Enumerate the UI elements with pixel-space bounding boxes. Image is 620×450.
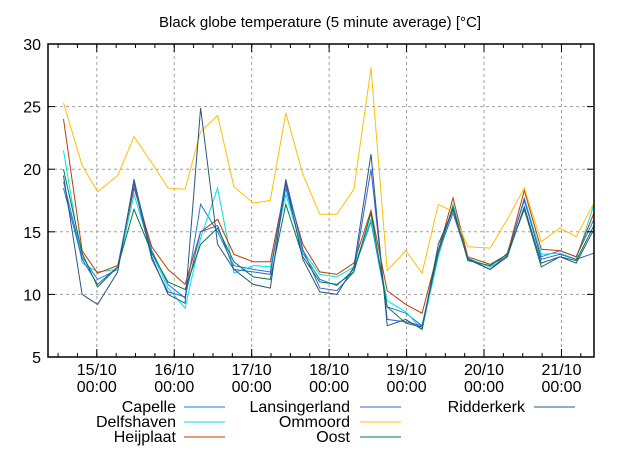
chart-title: Black globe temperature (5 minute averag… [159,14,481,31]
x-tick-label-date: 20/10 [464,362,504,379]
legend-label: Lansingerland [249,399,350,416]
x-tick-label-time: 00:00 [464,379,504,396]
series-line-ridderkerk [63,107,595,331]
legend-label: Delfshaven [96,414,176,431]
x-tick-label-date: 21/10 [541,362,581,379]
grid [48,44,594,357]
legend-label: Capelle [122,399,176,416]
legend-label: Oost [316,429,350,446]
y-tick-label: 5 [32,350,41,367]
y-tick-label: 10 [23,287,41,304]
x-tick-label-time: 00:00 [309,379,349,396]
x-tick-label-time: 00:00 [387,379,427,396]
plot-frame [47,43,595,358]
x-tick-label-date: 15/10 [77,362,117,379]
y-tick-label: 25 [23,100,41,117]
x-tick-label-date: 17/10 [232,362,272,379]
axes: 5101520253015/1000:0016/1000:0017/1000:0… [23,37,594,396]
x-tick-label-date: 18/10 [309,362,349,379]
y-tick-label: 15 [23,225,41,242]
y-tick-label: 30 [23,37,41,54]
series-line-lansingerland [63,169,595,327]
series-line-oost [63,169,595,328]
legend-label: Ommoord [279,414,350,431]
legend-label: Ridderkerk [448,399,526,416]
x-tick-label-time: 00:00 [541,379,581,396]
x-tick-label-date: 16/10 [154,362,194,379]
series-lines [63,67,595,331]
x-tick-label-time: 00:00 [77,379,117,396]
y-tick-label: 20 [23,162,41,179]
x-tick-label-time: 00:00 [232,379,272,396]
x-tick-label-date: 19/10 [387,362,427,379]
series-line-ommoord [63,67,595,275]
x-tick-label-time: 00:00 [154,379,194,396]
legend-label: Heijplaat [114,429,177,446]
legend: CapelleDelfshavenHeijplaatLansingerlandO… [96,399,575,446]
